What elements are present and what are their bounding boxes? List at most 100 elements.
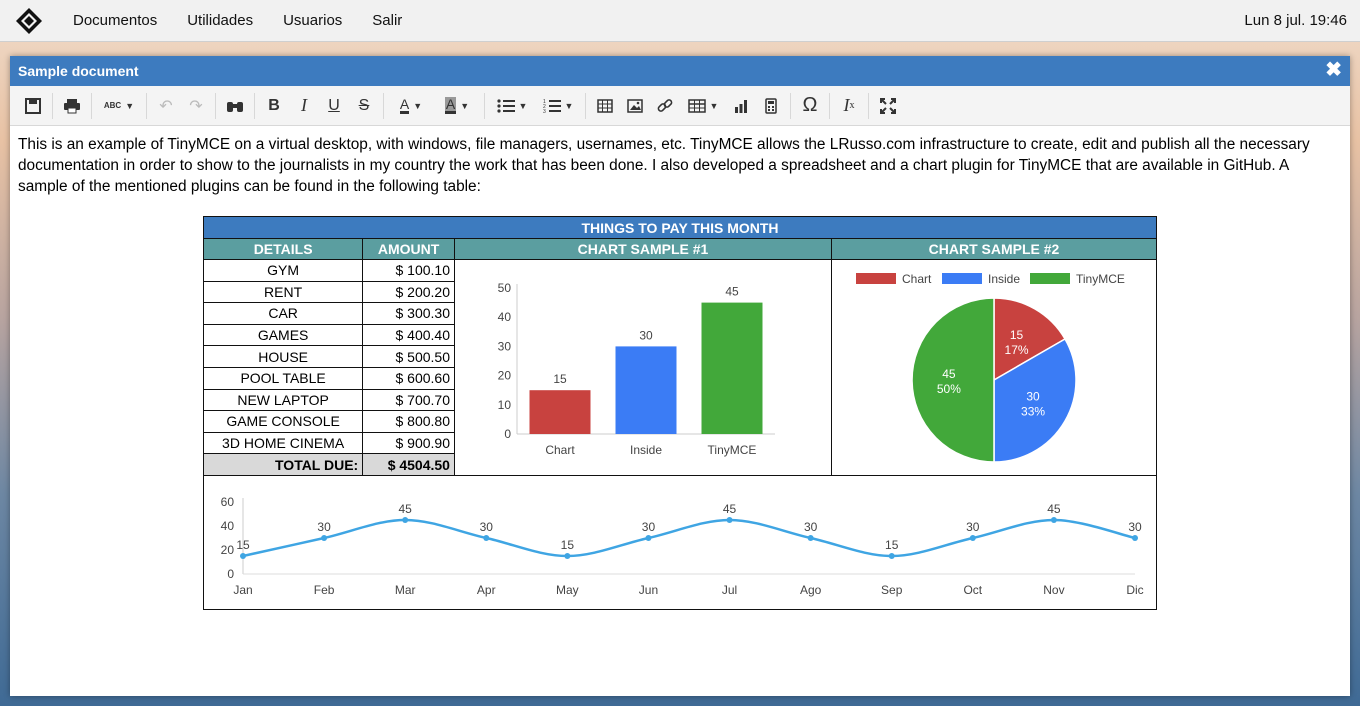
menu-salir[interactable]: Salir — [372, 12, 403, 29]
x-tick-label: Feb — [314, 583, 335, 597]
special-char-icon[interactable]: Ω — [802, 94, 818, 116]
pie-slice — [911, 297, 995, 463]
underline-icon[interactable]: U — [328, 96, 340, 114]
line-series — [242, 518, 1136, 558]
pie-value-label: 45 — [942, 367, 956, 381]
intro-paragraph: This is an example of TinyMCE on a virtu… — [18, 136, 1310, 195]
x-tick-label: Dic — [1126, 583, 1143, 597]
toolbar-separator — [146, 92, 147, 119]
toolbar-separator — [383, 92, 384, 119]
menu-documentos[interactable]: Documentos — [73, 12, 158, 29]
svg-text:2: 2 — [543, 104, 546, 110]
y-tick-label: 20 — [498, 369, 512, 383]
line-point — [564, 553, 571, 559]
amount-cell: $ 300.30 — [362, 302, 455, 325]
menu-utilidades[interactable]: Utilidades — [187, 12, 254, 29]
clock: Lun 8 jul. 19:46 — [1244, 12, 1347, 29]
text-color-icon[interactable]: A ▼ — [399, 96, 423, 114]
chart-icon[interactable] — [726, 91, 756, 121]
close-button[interactable]: ✖ — [1325, 59, 1342, 81]
amount-cell: $ 600.60 — [362, 366, 455, 390]
save-icon[interactable] — [18, 91, 48, 121]
line-point — [888, 553, 895, 559]
find-icon[interactable] — [220, 91, 250, 121]
table-title: THINGS TO PAY THIS MONTH — [203, 216, 1157, 239]
calculator-icon[interactable] — [756, 91, 786, 121]
line-point — [402, 517, 409, 523]
pie-percent-label: 50% — [937, 382, 961, 396]
amount-cell: $ 400.40 — [362, 323, 455, 347]
spellcheck-label: ABC — [103, 100, 122, 110]
pie-percent-label: 17% — [1005, 343, 1029, 357]
bold-icon[interactable]: B — [268, 96, 280, 114]
point-value-label: 30 — [642, 520, 656, 534]
total-value: $ 4504.50 — [362, 453, 455, 476]
y-tick-label: 20 — [221, 543, 235, 557]
pie-slice — [993, 297, 1067, 382]
toolbar-separator — [585, 92, 586, 119]
line-point — [321, 535, 328, 541]
legend-label: Inside — [988, 272, 1020, 286]
detail-cell: 3D HOME CINEMA — [202, 431, 364, 455]
image-icon[interactable] — [620, 91, 650, 121]
y-tick-label: 40 — [498, 310, 512, 324]
menu-usuarios[interactable]: Usuarios — [283, 12, 343, 29]
table-row: NEW LAPTOP $ 700.70 — [202, 388, 1157, 412]
amount-cell: $ 500.50 — [362, 345, 455, 368]
y-tick-label: 0 — [504, 427, 511, 441]
background-color-icon[interactable]: A ▼ — [444, 96, 470, 114]
x-tick-label: Nov — [1043, 583, 1064, 597]
window-title: Sample document — [18, 63, 139, 79]
x-tick-label: TinyMCE — [708, 443, 757, 457]
toolbar-separator — [215, 92, 216, 119]
amount-cell: $ 900.90 — [362, 431, 455, 455]
print-icon[interactable] — [57, 91, 87, 121]
redo-icon[interactable]: ↷ — [189, 97, 203, 115]
editor-content[interactable]: This is an example of TinyMCE on a virtu… — [10, 126, 1350, 197]
app-logo-icon[interactable] — [14, 6, 44, 36]
line-point — [483, 535, 490, 541]
bar — [615, 346, 677, 434]
chevron-down-icon: ▼ — [125, 100, 135, 111]
x-tick-label: Apr — [477, 583, 496, 597]
point-value-label: 45 — [1047, 502, 1061, 516]
detail-cell: GAME CONSOLE — [202, 410, 364, 433]
table-icon[interactable]: ▼ — [680, 91, 726, 121]
document-window: Sample document ✖ ABC ▼ ↶ ↷ B I U S A ▼ — [10, 56, 1350, 696]
detail-cell: CAR — [202, 302, 364, 325]
line-point — [969, 535, 976, 541]
point-value-label: 45 — [399, 502, 413, 516]
chevron-down-icon: ▼ — [518, 100, 528, 111]
bar — [529, 390, 591, 434]
legend-swatch — [856, 273, 896, 284]
y-tick-label: 0 — [227, 567, 234, 581]
strikethrough-icon[interactable]: S — [358, 96, 370, 114]
table-row: POOL TABLE $ 600.60 — [202, 366, 1157, 390]
point-value-label: 30 — [317, 520, 331, 534]
legend-swatch — [1030, 273, 1070, 284]
spellcheck-icon[interactable]: ABC ▼ — [96, 91, 142, 121]
detail-cell: NEW LAPTOP — [202, 388, 364, 412]
undo-icon[interactable]: ↶ — [159, 97, 173, 115]
link-icon[interactable] — [650, 91, 680, 121]
detail-cell: POOL TABLE — [202, 366, 364, 390]
amount-cell: $ 100.10 — [362, 259, 455, 282]
bar-value-label: 45 — [725, 285, 739, 299]
point-value-label: 15 — [885, 538, 899, 552]
line-point — [807, 535, 814, 541]
svg-text:1: 1 — [543, 99, 546, 105]
italic-icon[interactable]: I — [301, 95, 307, 115]
x-tick-label: Ago — [800, 583, 822, 597]
header-chart-1: CHART SAMPLE #1 — [453, 238, 833, 260]
fullscreen-icon[interactable] — [873, 91, 903, 121]
window-titlebar[interactable]: Sample document ✖ — [10, 56, 1350, 86]
spreadsheet-icon[interactable] — [590, 91, 620, 121]
toolbar-separator — [829, 92, 830, 119]
bullet-list-icon[interactable]: ▼ — [489, 91, 535, 121]
y-tick-label: 50 — [498, 281, 512, 295]
table-row: CAR $ 300.30 — [202, 302, 1157, 325]
y-tick-label: 10 — [498, 398, 512, 412]
